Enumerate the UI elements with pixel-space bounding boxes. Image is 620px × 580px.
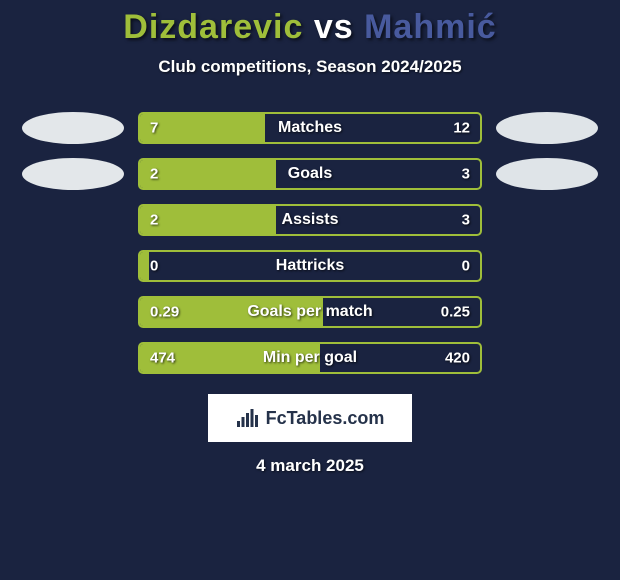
stat-value-right: 0 [462, 258, 470, 275]
stat-row: 474 Min per goal 420 [0, 342, 620, 374]
stat-value-right: 12 [453, 120, 470, 137]
stat-bar: 7 Matches 12 [138, 112, 482, 144]
barchart-icon [236, 408, 260, 428]
stat-bar-fill [140, 160, 276, 188]
player1-badge [22, 112, 124, 144]
logo-text: FcTables.com [266, 408, 385, 429]
stat-value-right: 3 [462, 212, 470, 229]
stat-bar: 0.29 Goals per match 0.25 [138, 296, 482, 328]
logo-box[interactable]: FcTables.com [208, 394, 412, 442]
stat-value-right: 0.25 [441, 304, 470, 321]
stat-label: Hattricks [276, 257, 344, 275]
stat-value-right: 3 [462, 166, 470, 183]
stat-row: 0 Hattricks 0 [0, 250, 620, 282]
stat-value-left: 0 [150, 258, 158, 275]
stat-value-left: 0.29 [150, 304, 179, 321]
stat-value-right: 420 [445, 350, 470, 367]
player1-name: Dizdarevic [123, 8, 303, 46]
stat-value-left: 2 [150, 212, 158, 229]
stat-bar: 474 Min per goal 420 [138, 342, 482, 374]
player2-badge [496, 158, 598, 190]
stat-row: 0.29 Goals per match 0.25 [0, 296, 620, 328]
stat-row: 7 Matches 12 [0, 112, 620, 144]
stat-label: Goals [288, 165, 332, 183]
stat-bar: 2 Assists 3 [138, 204, 482, 236]
stat-label: Assists [282, 211, 339, 229]
stat-label: Matches [278, 119, 342, 137]
footer-date: 4 march 2025 [0, 456, 620, 476]
logo: FcTables.com [236, 408, 385, 429]
player2-badge [496, 112, 598, 144]
vs-text: vs [314, 8, 354, 46]
stat-value-left: 7 [150, 120, 158, 137]
title: Dizdarevic vs Mahmić [0, 8, 620, 47]
player1-badge [22, 158, 124, 190]
subtitle: Club competitions, Season 2024/2025 [0, 57, 620, 77]
stat-value-left: 474 [150, 350, 175, 367]
stat-rows: 7 Matches 12 2 Goals 3 2 Assists 3 0 Hattricks 0 0.2… [0, 112, 620, 374]
stat-label: Min per goal [263, 349, 357, 367]
stat-bar-fill [140, 114, 265, 142]
stat-bar: 2 Goals 3 [138, 158, 482, 190]
stat-row: 2 Goals 3 [0, 158, 620, 190]
stat-row: 2 Assists 3 [0, 204, 620, 236]
stat-value-left: 2 [150, 166, 158, 183]
stat-bar-fill [140, 252, 149, 280]
stat-bar: 0 Hattricks 0 [138, 250, 482, 282]
comparison-card: Dizdarevic vs Mahmić Club competitions, … [0, 0, 620, 476]
stat-bar-fill [140, 206, 276, 234]
stat-label: Goals per match [247, 303, 372, 321]
player2-name: Mahmić [364, 8, 497, 46]
